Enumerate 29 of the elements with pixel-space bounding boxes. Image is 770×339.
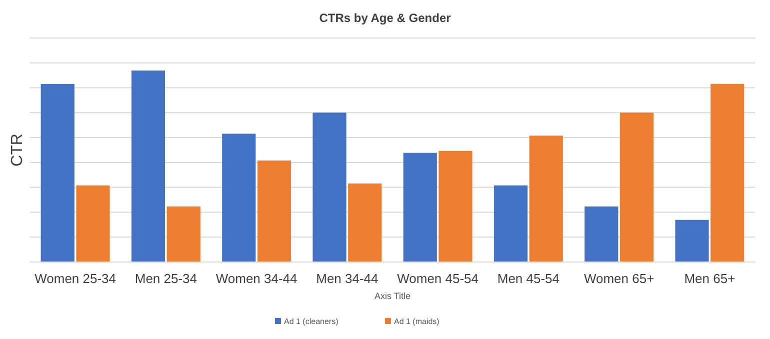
legend-label: Ad 1 (maids) <box>394 317 440 326</box>
x-tick-label: Women 34-44 <box>216 271 298 286</box>
chart-title: CTRs by Age & Gender <box>319 11 452 25</box>
bar <box>438 150 472 262</box>
x-tick-label: Men 65+ <box>684 271 736 286</box>
x-tick-label: Men 45-54 <box>497 271 560 286</box>
bar <box>620 112 654 262</box>
bar <box>529 136 563 262</box>
bar <box>584 206 618 262</box>
bar <box>257 160 292 262</box>
x-tick-label: Women 25-34 <box>34 271 116 286</box>
x-tick-label: Men 25-34 <box>134 271 198 286</box>
x-tick-label: Men 34-44 <box>316 271 378 286</box>
x-tick-label: Women 45-54 <box>397 271 479 286</box>
bar <box>348 184 382 262</box>
bar <box>131 70 166 262</box>
y-axis-title: CTR <box>9 134 26 166</box>
bar <box>675 220 709 262</box>
bar <box>403 152 437 262</box>
bar <box>494 185 528 262</box>
bar <box>76 185 110 262</box>
bar <box>166 206 200 262</box>
x-tick-label: Women 65+ <box>584 271 654 286</box>
legend-label: Ad 1 (cleaners) <box>284 317 339 326</box>
x-axis-title: Axis Title <box>374 291 411 301</box>
bar <box>710 84 744 262</box>
bar <box>222 134 256 262</box>
bar <box>312 112 346 262</box>
bar <box>40 84 74 262</box>
